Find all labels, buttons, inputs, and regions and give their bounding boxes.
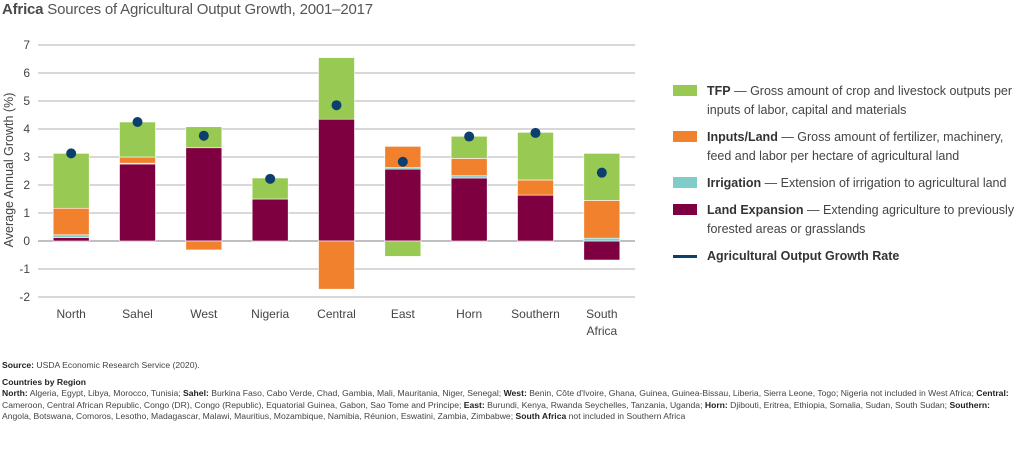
- chart: -2 -1 0 1 2 3 4 5 6 7 North Sahel West Nigeria Central…: [2, 38, 635, 338]
- y-axis-label: Average Annual Growth (%): [2, 93, 16, 248]
- legend-label: Irrigation: [707, 176, 762, 190]
- y-tick-label: 4: [23, 122, 30, 136]
- growth-rate-point: [198, 130, 209, 141]
- bar-inputs: [52, 207, 90, 236]
- region-entry: Southern: Angola, Botswana, Comoros, Les…: [2, 399, 991, 421]
- y-tick-label: 3: [23, 150, 30, 164]
- legend: TFP — Gross amount of crop and livestock…: [673, 82, 1023, 274]
- growth-rate-point: [596, 167, 607, 178]
- y-tick-label: 2: [23, 178, 30, 192]
- legend-desc: — Extension of irrigation to agricultura…: [764, 176, 1007, 190]
- bar-land: [318, 118, 355, 242]
- legend-item-growth: Agricultural Output Growth Rate: [673, 247, 1023, 266]
- legend-swatch: [673, 255, 697, 258]
- bar-land: [583, 240, 621, 261]
- bar-inputs: [185, 240, 223, 251]
- x-category-label: Southern: [511, 307, 560, 321]
- region-entry: West: Benin, Côte d'Ivoire, Ghana, Guine…: [503, 388, 977, 399]
- x-category-label: North: [56, 307, 85, 321]
- growth-rate-point: [530, 127, 541, 138]
- bar-land: [251, 198, 289, 242]
- region-entry: North: Algeria, Egypt, Libya, Morocco, T…: [2, 388, 184, 399]
- bar-tfp: [52, 153, 90, 209]
- bar-tfp: [517, 132, 554, 181]
- bar-inputs: [119, 156, 156, 164]
- bar-tfp: [119, 121, 156, 158]
- bar-land: [185, 147, 223, 242]
- legend-label: TFP: [707, 84, 731, 98]
- region-entry: Central: Cameroon, Central African Repub…: [2, 388, 1009, 410]
- growth-rate-point: [464, 131, 475, 142]
- growth-rate-point: [331, 100, 342, 111]
- bar-irrigation: [52, 234, 90, 238]
- bar-inputs: [318, 240, 355, 290]
- growth-rate-point: [66, 148, 77, 159]
- x-category-label: Central: [317, 307, 356, 321]
- y-tick-label: 6: [23, 66, 30, 80]
- growth-rate-point: [265, 173, 276, 184]
- bar-land: [52, 237, 90, 242]
- x-category-label: Horn: [456, 307, 482, 321]
- region-entry: Horn: Djibouti, Eritrea, Ethiopia, Somal…: [704, 399, 950, 410]
- legend-item-tfp: TFP — Gross amount of crop and livestock…: [673, 82, 1023, 120]
- x-category-label: Nigeria: [251, 307, 289, 321]
- bar-land: [450, 177, 488, 242]
- title-bold: Africa: [2, 1, 44, 18]
- legend-swatch: [673, 85, 697, 96]
- region-entry: South Africa not included in Southern Af…: [515, 410, 686, 421]
- bar-tfp: [384, 240, 422, 257]
- x-category-label: Sahel: [122, 307, 153, 321]
- source-label: Source:: [2, 360, 34, 370]
- x-category-label: Africa: [586, 324, 617, 338]
- growth-rate-point: [132, 117, 143, 127]
- countries-heading: Countries by Region: [2, 377, 87, 388]
- bar-inputs: [517, 179, 554, 196]
- regions-list: North: Algeria, Egypt, Libya, Morocco, T…: [2, 388, 1012, 422]
- legend-item-irrigation: Irrigation — Extension of irrigation to …: [673, 174, 1023, 193]
- bar-irrigation: [583, 237, 621, 242]
- legend-desc: — Gross amount of crop and livestock out…: [707, 84, 1013, 117]
- legend-swatch: [673, 204, 697, 215]
- legend-desc: — Extending agriculture to previously fo…: [707, 203, 1015, 236]
- region-entry: East: Burundi, Kenya, Rwanda Seychelles,…: [463, 399, 705, 410]
- y-tick-label: -1: [19, 262, 30, 276]
- y-tick-label: 5: [23, 94, 30, 108]
- legend-label: Inputs/Land: [707, 130, 778, 144]
- legend-desc: — Gross amount of fertilizer, machinery,…: [707, 130, 1004, 163]
- bar-inputs: [583, 200, 621, 239]
- y-tick-label: -2: [19, 290, 30, 304]
- x-category-label: West: [190, 307, 218, 321]
- y-tick-label: 0: [23, 234, 30, 248]
- bar-land: [517, 194, 554, 242]
- source-text: USDA Economic Research Service (2020).: [36, 360, 200, 370]
- bar-irrigation: [450, 175, 488, 179]
- legend-item-land: Land Expansion — Extending agriculture t…: [673, 201, 1023, 239]
- growth-rate-point: [397, 156, 408, 167]
- bar-land: [119, 163, 156, 242]
- footnotes: Source: USDA Economic Research Service (…: [2, 360, 1012, 422]
- region-entry: Sahel: Burkina Faso, Cabo Verde, Chad, G…: [183, 388, 504, 399]
- chart-title: Africa Sources of Agricultural Output Gr…: [2, 1, 373, 18]
- source-note: Source: USDA Economic Research Service (…: [2, 360, 1012, 371]
- title-text: Sources of Agricultural Output Growth, 2…: [47, 1, 373, 18]
- legend-label: Agricultural Output Growth Rate: [707, 249, 900, 263]
- x-category-label: South: [586, 307, 617, 321]
- legend-item-inputs: Inputs/Land — Gross amount of fertilizer…: [673, 128, 1023, 166]
- y-tick-label: 7: [23, 38, 30, 52]
- legend-label: Land Expansion: [707, 203, 804, 217]
- legend-swatch: [673, 131, 697, 142]
- bar-inputs: [450, 158, 488, 177]
- x-category-label: East: [391, 307, 416, 321]
- y-tick-label: 1: [23, 206, 30, 220]
- bar-land: [384, 168, 422, 242]
- legend-swatch: [673, 177, 697, 188]
